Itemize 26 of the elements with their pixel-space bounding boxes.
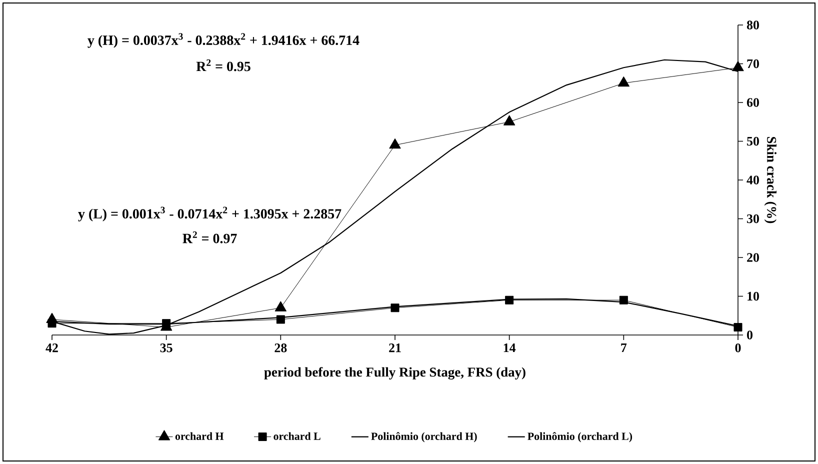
annotation: y (H) = 0.0037x$^{3}$ - 0.2388x$^{2}$ + 1.9416x + 66.714 [88,33,360,48]
legend-label: orchard L [274,432,320,440]
x-tick-label: 7 [621,344,627,352]
legend-label: Polinômio (orchard H) [371,432,477,442]
y-tick-label: 60 [746,98,759,107]
x-tick-label: 21 [389,344,401,352]
y-tick-label: 80 [746,20,759,30]
y-axis-title: Skin crack (%) [764,136,776,224]
annotation: R$^{2}$ = 0.95 [196,59,250,72]
y-tick-label: 70 [747,59,759,68]
x-tick-label: 0 [735,344,741,352]
y-tick-label: 50 [747,136,759,146]
y-tick-label: 30 [747,214,759,224]
y-tick-label: 20 [747,253,759,262]
y-tick-label: 0 [747,330,753,340]
x-tick-label: 42 [46,344,58,352]
x-tick-label: 35 [160,344,172,352]
y-tick-label: 10 [748,292,759,301]
legend-label: orchard H [175,432,224,440]
annotation: y (L) = 0.001x$^{3}$ - 0.0714x$^{2}$ + 1.3095x + 2.2857 [78,206,342,222]
annotation: R$^{2}$ = 0.97 [182,231,237,244]
x-axis-title: period before the Fully Ripe Stage, FRS (day) [264,367,526,380]
x-tick-label: 14 [504,344,516,352]
y-tick-label: 40 [746,176,759,184]
legend-label: Polinômio (orchard L) [528,432,632,442]
x-tick-label: 28 [274,344,287,352]
